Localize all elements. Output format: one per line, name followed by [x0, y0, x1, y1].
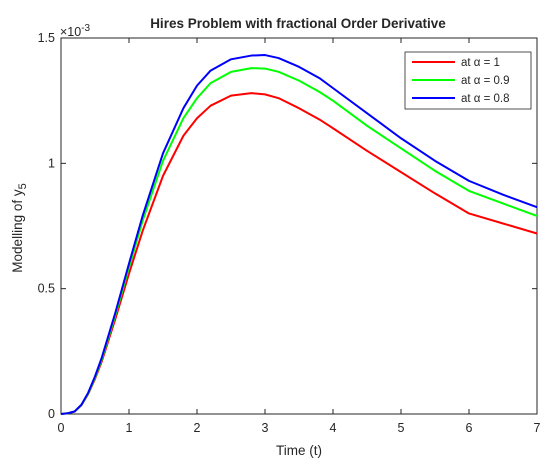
- legend-label-3: at α = 0.8: [461, 93, 510, 105]
- x-tick-label: 0: [58, 421, 65, 435]
- svg-text:Modelling of y5: Modelling of y5: [10, 183, 29, 272]
- x-tick-label: 2: [194, 421, 201, 435]
- svg-text:×10-3: ×10-3: [60, 23, 91, 39]
- x-tick-label: 5: [398, 421, 405, 435]
- x-tick-label: 7: [534, 421, 541, 435]
- y-exponent-base: ×10: [60, 25, 81, 39]
- y-tick-label: 1.5: [38, 31, 55, 45]
- x-tick-label: 3: [262, 421, 269, 435]
- y-tick-label: 0: [48, 407, 55, 421]
- y-tick-label: 0.5: [38, 282, 55, 296]
- legend-label-1: at α = 1: [461, 57, 500, 69]
- y-axis-label-main: Modelling of y: [10, 189, 25, 273]
- x-tick-label: 6: [466, 421, 473, 435]
- y-axis-label-sub: 5: [17, 183, 29, 189]
- chart-title: Hires Problem with fractional Order Deri…: [150, 16, 446, 31]
- x-axis-label: Time (t): [276, 443, 322, 458]
- x-tick-label: 1: [126, 421, 133, 435]
- y-exponent-power: -3: [81, 23, 90, 34]
- x-tick-label: 4: [330, 421, 337, 435]
- y-axis-label: Modelling of y5: [10, 183, 29, 272]
- y-tick-label: 1: [48, 156, 55, 170]
- series-lines: [60, 54, 538, 415]
- legend: at α = 1 at α = 0.9 at α = 0.8: [404, 51, 532, 110]
- legend-label-2: at α = 0.9: [461, 75, 510, 87]
- series-line-3: [60, 54, 538, 415]
- axis-ticks: 0 1 2 3 4 5 6 7 0 0.5 1 1.5: [38, 31, 541, 435]
- y-exponent: ×10-3: [60, 23, 91, 39]
